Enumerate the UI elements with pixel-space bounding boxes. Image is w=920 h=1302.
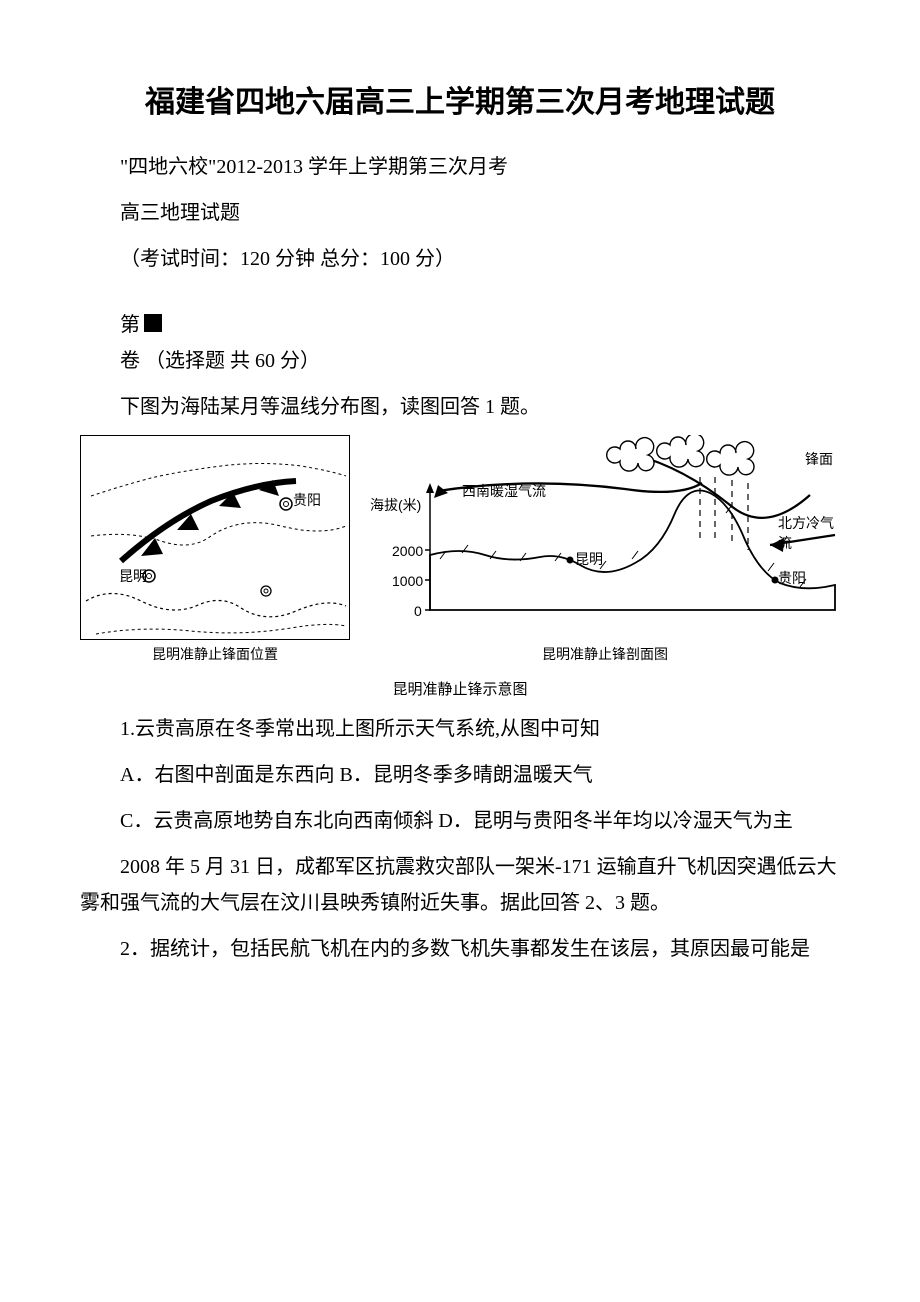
ytick-2000: 2000 (392, 543, 423, 559)
q1-option-b: B．昆明冬季多晴朗温暖天气 (339, 764, 592, 786)
profile-svg (370, 435, 840, 640)
section-header: 第 (80, 307, 840, 343)
document-title: 福建省四地六届高三上学期第三次月考地理试题 (80, 80, 840, 125)
q1-option-d: D．昆明与贵阳冬半年均以冷湿天气为主 (438, 810, 792, 832)
intro-question-1: 下图为海陆某月等温线分布图，读图回答 1 题。 (80, 389, 840, 425)
subtitle-line-1: "四地六校"2012-2013 学年上学期第三次月考 (80, 149, 840, 185)
exam-info: （考试时间：120 分钟 总分：100 分） (80, 241, 840, 277)
map-svg (81, 436, 351, 641)
front-label: 锋面 (805, 449, 833, 469)
q1-option-c: C．云贵高原地势自东北向西南倾斜 (120, 810, 433, 832)
map-caption: 昆明准静止锋面位置 (80, 644, 350, 664)
cold-air-label: 北方冷气流 (778, 513, 840, 553)
diagram-center-caption: 昆明准静止锋示意图 (80, 678, 840, 699)
profile-ylabel: 海拔(米) (370, 495, 421, 515)
q1-options-cd: C．云贵高原地势自东北向西南倾斜 D．昆明与贵阳冬半年均以冷湿天气为主 (80, 803, 840, 839)
roman-numeral-icon (144, 314, 162, 332)
profile-panel: 海拔(米) 2000 1000 0 西南暖湿气流 北方冷气流 锋面 昆明 贵阳 … (370, 435, 840, 664)
profile-kunming-label: 昆明 (575, 549, 603, 569)
q1-stem: 1.云贵高原在冬季常出现上图所示天气系统,从图中可知 (80, 711, 840, 747)
diagram-container: 贵阳 昆明 昆明准静止锋面位置 (80, 435, 840, 699)
ytick-1000: 1000 (392, 573, 423, 589)
section-prefix: 第 (120, 314, 140, 336)
q1-option-a: A．右图中剖面是东西向 (120, 764, 334, 786)
warm-air-label: 西南暖湿气流 (462, 481, 546, 501)
ytick-0: 0 (414, 603, 422, 619)
map-label-guiyang: 贵阳 (293, 490, 321, 510)
q1-options-ab: A．右图中剖面是东西向 B．昆明冬季多晴朗温暖天气 (80, 757, 840, 793)
map-panel: 贵阳 昆明 昆明准静止锋面位置 (80, 435, 350, 664)
profile-caption: 昆明准静止锋剖面图 (370, 644, 840, 664)
map-label-kunming: 昆明 (119, 566, 147, 586)
passage-2-3: 2008 年 5 月 31 日，成都军区抗震救灾部队一架米-171 运输直升飞机… (80, 849, 840, 921)
subtitle-line-2: 高三地理试题 (80, 195, 840, 231)
profile-guiyang-label: 贵阳 (778, 568, 806, 588)
section-suffix: 卷 （选择题 共 60 分） (80, 343, 840, 379)
q2-stem: 2．据统计，包括民航飞机在内的多数飞机失事都发生在该层，其原因最可能是 (80, 931, 840, 967)
